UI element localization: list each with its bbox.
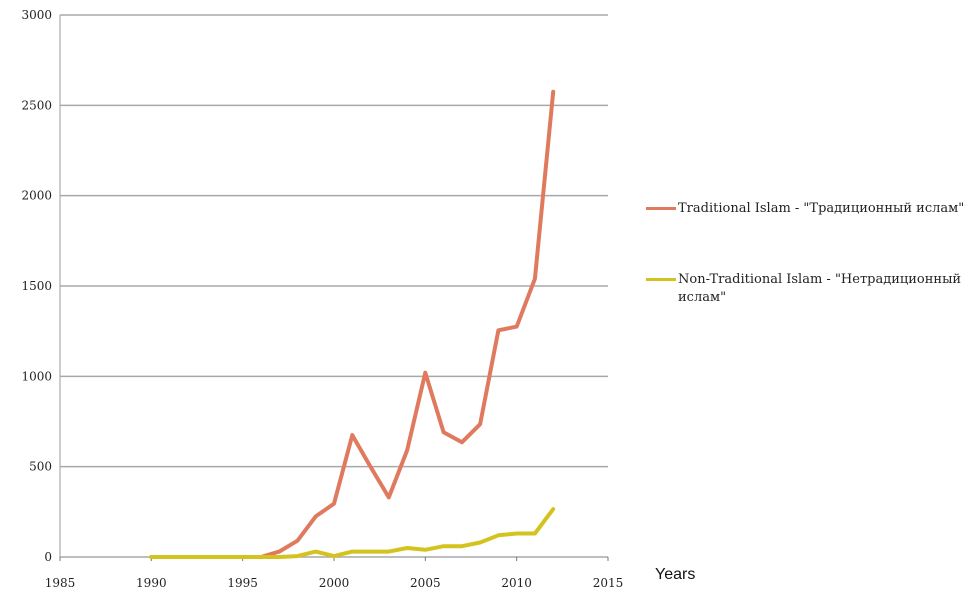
series-line-traditional <box>149 89 556 559</box>
x-tick-label: 2015 <box>593 576 624 590</box>
legend: Traditional Islam - "Традиционный ислам"… <box>646 200 972 360</box>
gridlines <box>59 14 608 558</box>
y-axis-ticks: 0 500 1000 1500 2000 2500 3000 <box>21 8 52 564</box>
x-tick-label: 2005 <box>410 576 441 590</box>
x-tick-label: 1995 <box>227 576 258 590</box>
y-tick-label: 1000 <box>21 369 52 383</box>
y-tick-label: 2500 <box>21 98 52 112</box>
x-tick-label: 1985 <box>45 576 76 590</box>
legend-swatch <box>646 278 676 281</box>
legend-label: Non-Traditional Islam - "Нетрадиционный … <box>678 272 962 305</box>
legend-label: Traditional Islam - "Традиционный ислам" <box>678 201 965 216</box>
legend-swatch <box>646 207 676 210</box>
x-tick-label: 2000 <box>319 576 350 590</box>
x-tick-label: 1990 <box>136 576 167 590</box>
y-tick-label: 0 <box>44 550 52 564</box>
y-tick-label: 3000 <box>21 8 52 22</box>
x-axis-ticks: 1985 1990 1995 2000 2005 2010 2015 <box>45 557 624 590</box>
x-tick-label: 2010 <box>501 576 532 590</box>
series-line-non-traditional <box>149 507 556 559</box>
y-tick-label: 1500 <box>21 279 52 293</box>
y-tick-label: 2000 <box>21 189 52 203</box>
legend-item-traditional: Traditional Islam - "Традиционный ислам" <box>646 200 972 218</box>
series-lines <box>149 89 556 559</box>
legend-item-non-traditional: Non-Traditional Islam - "Нетрадиционный … <box>646 271 972 307</box>
x-axis-label: Years <box>655 566 695 583</box>
y-tick-label: 500 <box>29 460 52 474</box>
